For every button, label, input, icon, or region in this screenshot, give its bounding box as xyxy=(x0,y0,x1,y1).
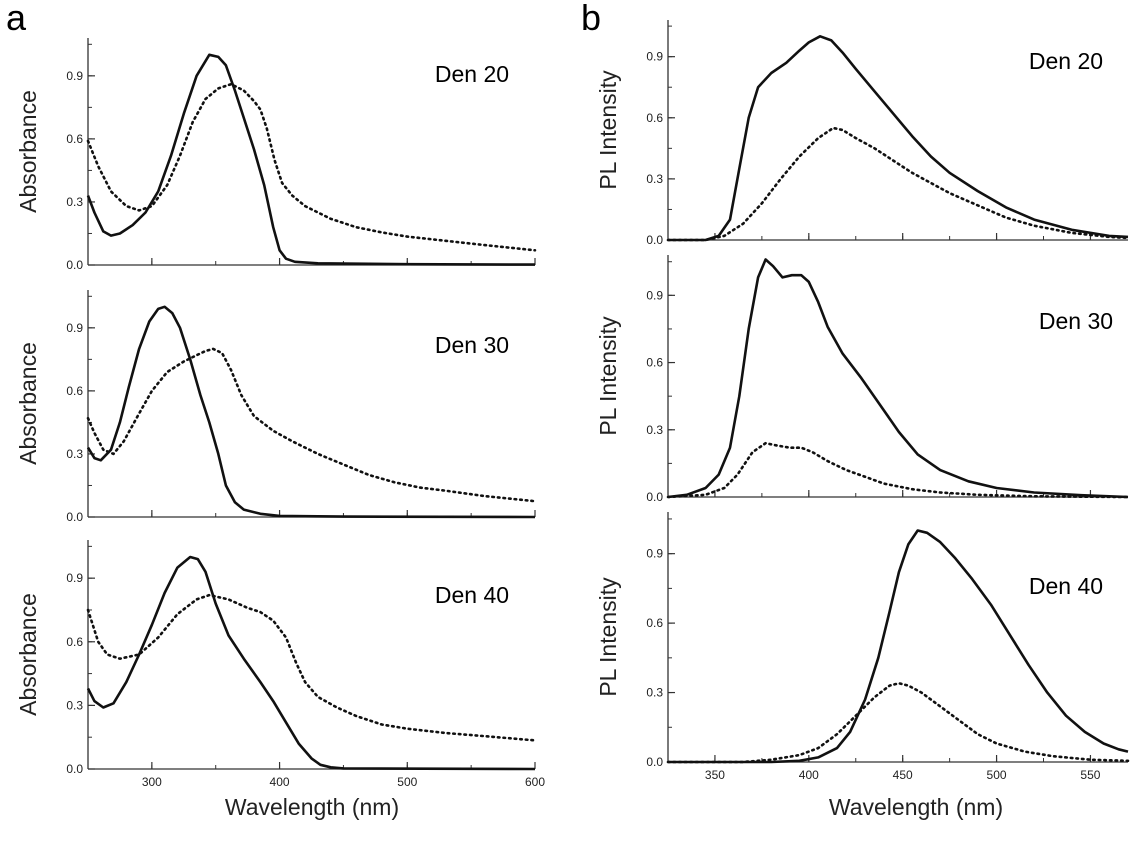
panel-letter-a: a xyxy=(6,0,27,38)
y-tick-label: 0.0 xyxy=(66,510,83,524)
x-tick-label: 500 xyxy=(397,775,417,789)
y-tick-label: 0.3 xyxy=(66,698,83,712)
chart-a-3: 0.0 0.3 0.6 0.9 300 400 500 600 Absorbance Den 40 xyxy=(15,540,545,789)
y-tick-label: 0.6 xyxy=(646,111,663,125)
y-tick-label: 0.0 xyxy=(646,233,663,247)
x-tick-label: 500 xyxy=(987,768,1007,782)
chart-b-3: 0.0 0.3 0.6 0.9 350 400 450 500 550 PL Intensity D… xyxy=(595,512,1130,782)
chart-label: Den 40 xyxy=(435,582,509,608)
x-axis-title-a: Wavelength (nm) xyxy=(225,794,399,820)
charts-layer: 0.0 0.3 0.6 0.9 Absorbance Den 20 0.0 0.3 0.6 0.9… xyxy=(15,20,1130,789)
chart-label: Den 40 xyxy=(1029,573,1103,599)
y-axis-title: Absorbance xyxy=(15,593,41,716)
y-tick-label: 0.6 xyxy=(66,635,83,649)
chart-a-2: 0.0 0.3 0.6 0.9 Absorbance Den 30 xyxy=(15,290,537,524)
y-axis-title: Absorbance xyxy=(15,342,41,465)
y-tick-label: 0.0 xyxy=(646,490,663,504)
y-tick-label: 0.3 xyxy=(66,447,83,461)
x-tick-label: 400 xyxy=(799,768,819,782)
solid-series-line xyxy=(668,529,1129,764)
solid-series-line xyxy=(668,35,1129,242)
chart-label: Den 20 xyxy=(1029,48,1103,74)
y-tick-label: 0.9 xyxy=(646,288,663,302)
y-tick-label: 0.6 xyxy=(66,384,83,398)
dotted-series-line xyxy=(666,682,1130,764)
dotted-series-line xyxy=(666,441,1130,499)
y-tick-label: 0.9 xyxy=(66,69,83,83)
chart-b-1: 0.0 0.3 0.6 0.9 PL Intensity Den 20 xyxy=(595,20,1130,247)
y-axis-title: PL Intensity xyxy=(595,577,621,697)
y-tick-label: 0.0 xyxy=(646,755,663,769)
y-tick-label: 0.9 xyxy=(646,50,663,64)
chart-label: Den 30 xyxy=(435,332,509,358)
chart-label: Den 30 xyxy=(1039,308,1113,334)
y-tick-label: 0.6 xyxy=(66,132,83,146)
y-axis-title: PL Intensity xyxy=(595,70,621,190)
x-tick-label: 450 xyxy=(893,768,913,782)
y-axis-title: PL Intensity xyxy=(595,316,621,436)
x-tick-label: 550 xyxy=(1080,768,1100,782)
x-tick-label: 400 xyxy=(270,775,290,789)
solid-series-line xyxy=(86,53,536,266)
y-tick-label: 0.9 xyxy=(66,321,83,335)
x-tick-label: 600 xyxy=(525,775,545,789)
dotted-series-line xyxy=(666,126,1130,242)
y-tick-label: 0.3 xyxy=(66,195,83,209)
chart-label: Den 20 xyxy=(435,61,509,87)
y-tick-label: 0.9 xyxy=(646,547,663,561)
chart-b-2: 0.0 0.3 0.6 0.9 PL Intensity Den 30 xyxy=(595,255,1130,504)
y-axis-title: Absorbance xyxy=(15,90,41,213)
dotted-series-line xyxy=(86,593,537,742)
dotted-series-line xyxy=(86,82,537,252)
y-tick-label: 0.3 xyxy=(646,423,663,437)
chart-a-1: 0.0 0.3 0.6 0.9 Absorbance Den 20 xyxy=(15,38,537,272)
solid-series-line xyxy=(86,555,536,771)
panel-letter-b: b xyxy=(581,0,601,38)
y-tick-label: 0.0 xyxy=(66,258,83,272)
y-tick-label: 0.6 xyxy=(646,356,663,370)
y-tick-label: 0.0 xyxy=(66,762,83,776)
x-tick-label: 300 xyxy=(142,775,162,789)
x-axis-title-b: Wavelength (nm) xyxy=(829,794,1003,820)
solid-series-line xyxy=(667,258,1129,499)
y-tick-label: 0.6 xyxy=(646,616,663,630)
dotted-series-line xyxy=(86,347,537,503)
x-tick-label: 350 xyxy=(705,768,725,782)
y-tick-label: 0.9 xyxy=(66,571,83,585)
y-tick-label: 0.3 xyxy=(646,172,663,186)
y-tick-label: 0.3 xyxy=(646,686,663,700)
solid-series-line xyxy=(86,305,536,519)
